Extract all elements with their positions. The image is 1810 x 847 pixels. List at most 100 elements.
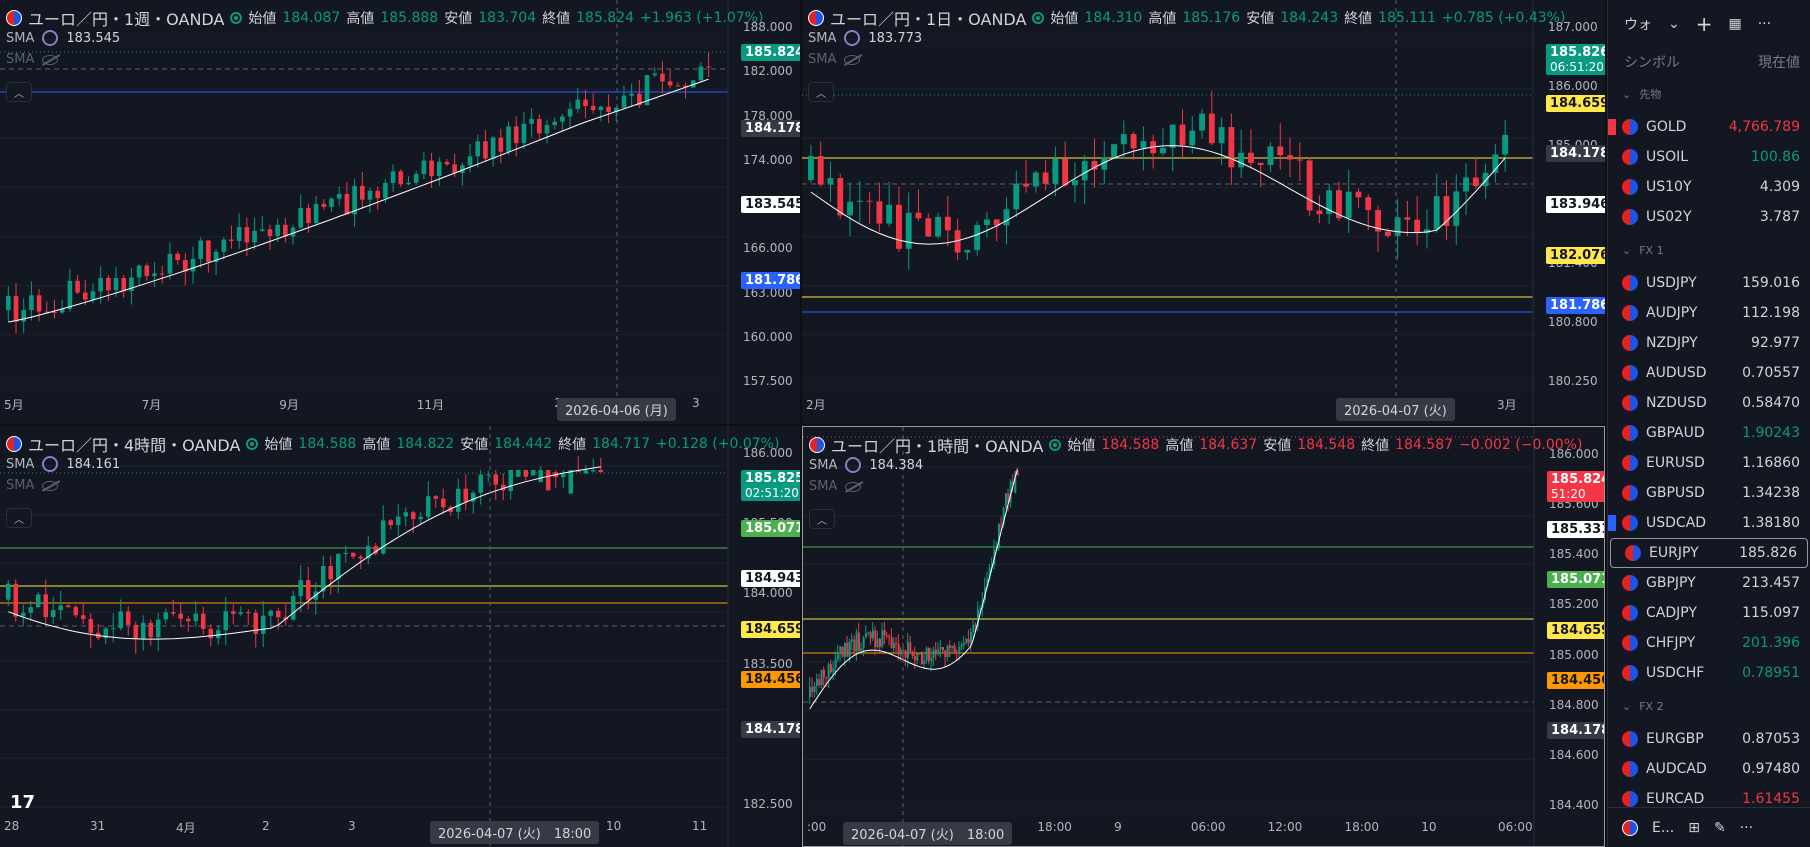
candle[interactable] [321, 203, 327, 207]
candle[interactable] [336, 194, 342, 199]
watchlist-group-header[interactable]: ⌄ FX 2 [1608, 688, 1810, 724]
candle[interactable] [944, 650, 947, 658]
candle[interactable] [1306, 160, 1313, 211]
candle[interactable] [876, 201, 883, 224]
candle[interactable] [1005, 493, 1007, 509]
candle[interactable] [866, 200, 873, 202]
candle[interactable] [841, 646, 844, 657]
candle[interactable] [972, 624, 975, 633]
candle[interactable] [167, 253, 173, 274]
watchlist-row[interactable]: GBPJPY 213.457 [1608, 568, 1810, 598]
edit-icon[interactable]: ✎ [1713, 819, 1726, 836]
candle[interactable] [90, 291, 96, 300]
candle[interactable] [974, 225, 981, 250]
watchlist-row[interactable]: USDCHF 0.78951 [1608, 658, 1810, 688]
candle[interactable] [888, 636, 891, 638]
candle[interactable] [928, 647, 930, 662]
eye-hidden-icon[interactable] [845, 481, 862, 492]
candle[interactable] [862, 637, 865, 649]
candle[interactable] [897, 644, 900, 655]
watchlist-row[interactable]: CHFJPY 201.396 [1608, 628, 1810, 658]
candle[interactable] [874, 630, 877, 648]
candle[interactable] [872, 630, 874, 639]
candle[interactable] [867, 632, 870, 634]
candle[interactable] [946, 645, 949, 658]
candle[interactable] [1492, 154, 1499, 173]
candle[interactable] [988, 567, 991, 579]
candle[interactable] [268, 610, 274, 616]
candle[interactable] [375, 190, 381, 199]
candle[interactable] [178, 613, 184, 619]
candle[interactable] [521, 123, 527, 144]
sma-indicator-legend[interactable]: SMA 184.384 [809, 457, 923, 473]
candle[interactable] [900, 650, 902, 655]
candle[interactable] [1433, 196, 1440, 230]
candle[interactable] [13, 296, 19, 322]
candle[interactable] [907, 642, 909, 658]
candle[interactable] [923, 660, 926, 664]
candle[interactable] [75, 280, 80, 293]
chevron-down-icon[interactable]: ⌄ [1622, 87, 1632, 101]
candle[interactable] [259, 229, 265, 231]
candle[interactable] [1453, 191, 1460, 226]
candle[interactable] [965, 639, 968, 644]
candle[interactable] [421, 160, 427, 175]
sma-settings-icon[interactable] [42, 30, 59, 46]
candle[interactable] [252, 230, 257, 243]
candle[interactable] [546, 470, 551, 491]
candle[interactable] [858, 632, 860, 651]
candle[interactable] [478, 474, 484, 493]
candle[interactable] [1472, 177, 1479, 187]
candle[interactable] [1277, 146, 1284, 156]
candle[interactable] [567, 108, 573, 117]
candle[interactable] [1032, 172, 1039, 187]
watchlist-row[interactable]: AUDCAD 0.97480 [1608, 754, 1810, 784]
candle[interactable] [896, 204, 902, 249]
candle[interactable] [313, 203, 319, 224]
hidden-indicator-legend[interactable]: SMA [808, 52, 861, 67]
candle[interactable] [652, 73, 658, 76]
candle[interactable] [1228, 127, 1235, 168]
candle[interactable] [881, 629, 884, 647]
candle[interactable] [1287, 155, 1293, 160]
candle[interactable] [82, 292, 88, 300]
candle[interactable] [977, 609, 979, 627]
candle[interactable] [198, 240, 204, 259]
watchlist-row[interactable]: EURUSD 1.16860 [1608, 448, 1810, 478]
candle[interactable] [1443, 196, 1450, 226]
candle[interactable] [88, 619, 94, 633]
candle[interactable] [213, 251, 219, 262]
candle[interactable] [1365, 197, 1372, 210]
candle[interactable] [66, 605, 71, 608]
candle[interactable] [832, 668, 835, 673]
candle[interactable] [958, 646, 961, 653]
candle[interactable] [275, 224, 280, 236]
candle[interactable] [621, 95, 627, 108]
candle[interactable] [456, 488, 461, 512]
candle[interactable] [6, 583, 11, 600]
candle[interactable] [460, 165, 465, 173]
candle[interactable] [483, 141, 488, 159]
candle[interactable] [537, 119, 542, 134]
candle[interactable] [560, 116, 565, 122]
sma-settings-icon[interactable] [844, 30, 861, 46]
candle[interactable] [343, 552, 349, 554]
candle[interactable] [1189, 130, 1196, 146]
chart-panel-weekly[interactable]: ユーロ／円・1週・OANDA 始値 184.087 高値 185.888 安値 183… [0, 0, 800, 424]
chevron-down-icon[interactable]: ⌄ [1622, 243, 1632, 257]
candle[interactable] [1394, 217, 1401, 236]
candle[interactable] [171, 612, 176, 614]
candle[interactable] [1218, 127, 1225, 144]
candle[interactable] [1502, 134, 1509, 155]
watchlist-row[interactable]: AUDJPY 112.198 [1608, 298, 1810, 328]
candle[interactable] [811, 687, 814, 692]
candle[interactable] [506, 126, 511, 152]
candle[interactable] [1375, 209, 1381, 232]
candle[interactable] [106, 277, 111, 291]
candle[interactable] [403, 512, 409, 517]
candle[interactable] [979, 608, 982, 610]
table-icon[interactable]: ▦ [1728, 16, 1742, 32]
collapse-legend-button[interactable]: ︿ [809, 509, 835, 529]
watchlist-row[interactable]: GOLD 4,766.789 [1608, 112, 1810, 142]
candle[interactable] [144, 265, 150, 276]
